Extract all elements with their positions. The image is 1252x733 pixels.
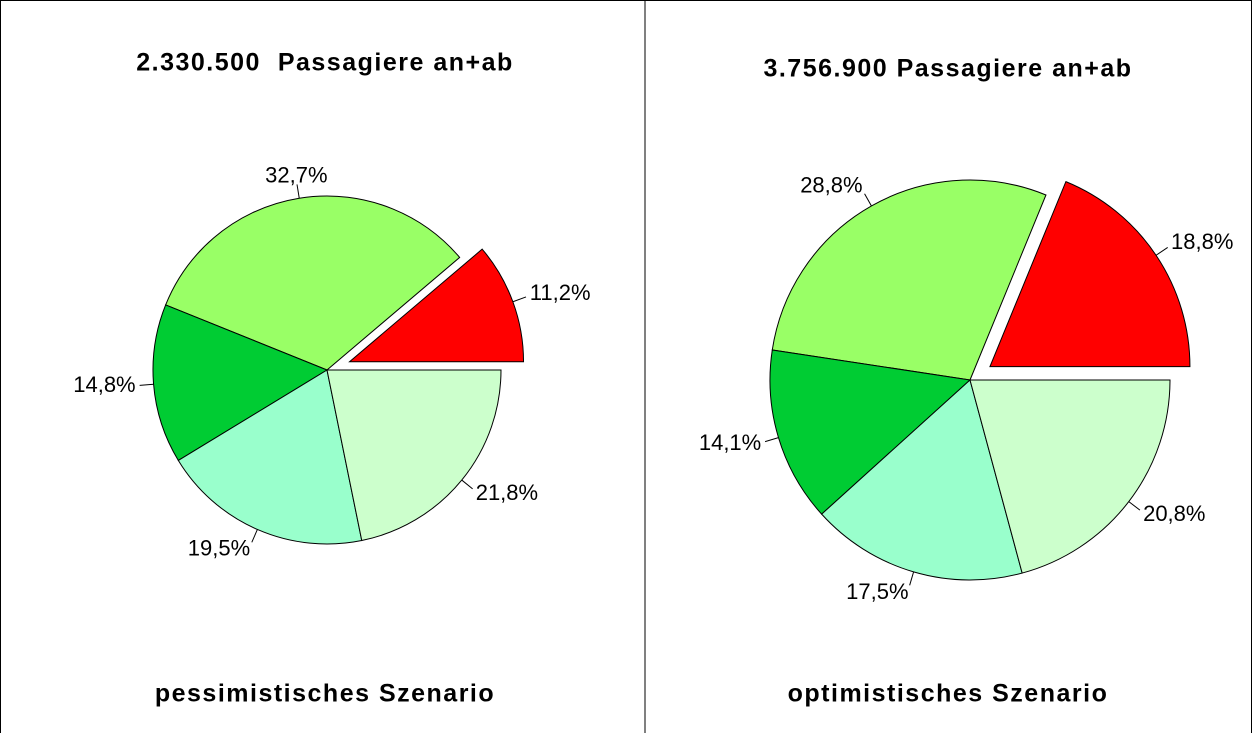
pie-slice	[177, 369, 363, 545]
chart-subtitle: pessimistisches Szenario	[155, 680, 495, 708]
leader-line	[1128, 501, 1141, 511]
leader-line	[909, 571, 915, 586]
pie-slice	[820, 379, 1023, 581]
leader-line	[512, 296, 527, 303]
leader-line	[1155, 247, 1168, 256]
leader-line	[251, 529, 258, 543]
data-label: 17,5%	[846, 579, 908, 604]
data-label: 21,8%	[476, 480, 538, 505]
pie-slice	[771, 179, 1047, 381]
data-label: 14,8%	[73, 372, 135, 397]
data-label: 20,8%	[1143, 501, 1205, 526]
data-label: 14,1%	[699, 430, 761, 455]
pie-slice	[769, 349, 972, 515]
leader-line	[764, 437, 779, 443]
data-label: 32,7%	[265, 162, 327, 187]
pie-slice	[989, 180, 1191, 368]
data-label: 11,2%	[530, 280, 591, 305]
leader-line	[296, 184, 300, 199]
data-label: 28,8%	[800, 173, 862, 198]
chart-title: 3.756.900 Passagiere an+ab	[763, 55, 1132, 83]
data-label: 19,5%	[188, 535, 250, 560]
pie-slice	[969, 379, 1171, 574]
pie-slice	[164, 195, 461, 371]
chart-title: 2.330.500 Passagiere an+ab	[136, 49, 514, 77]
chart-subtitle: optimistisches Szenario	[788, 680, 1109, 708]
pie-chart: 2.330.500 Passagiere an+ab pessimistische…	[73, 49, 590, 708]
leader-line	[139, 383, 154, 386]
leader-line	[461, 479, 473, 490]
data-label: 18,8%	[1171, 229, 1233, 254]
leader-line	[864, 193, 872, 207]
pie-chart: 3.756.900 Passagiere an+ab optimistisches…	[699, 55, 1234, 708]
pie-slice	[152, 304, 329, 462]
